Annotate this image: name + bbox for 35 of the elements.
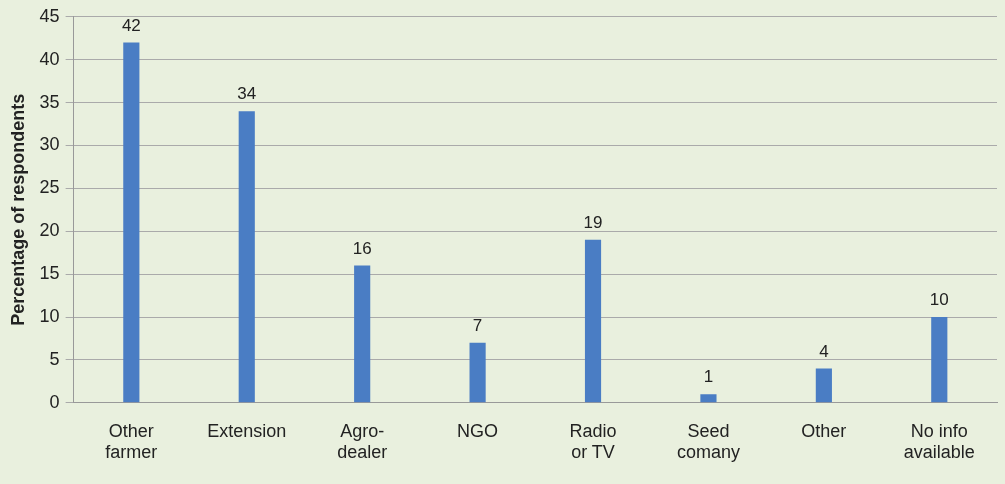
- y-tick-label: 35: [39, 91, 60, 112]
- x-tick-label: Seed comany: [676, 420, 740, 463]
- bar: [123, 42, 140, 403]
- x-tick-label: Extension: [207, 420, 287, 441]
- bar: [469, 342, 486, 403]
- y-tick-label: 40: [39, 48, 60, 69]
- y-tick-label: 45: [39, 5, 60, 26]
- y-tick-label: 0: [49, 391, 60, 412]
- x-tick-label: No info available: [903, 420, 975, 463]
- bar: [584, 239, 602, 403]
- data-label: 4: [819, 341, 829, 361]
- data-label: 34: [237, 84, 257, 104]
- y-tick-label: 25: [39, 177, 60, 198]
- bar: [238, 111, 255, 403]
- data-label: 42: [121, 15, 141, 35]
- bar: [931, 317, 948, 403]
- data-label: 7: [472, 315, 483, 335]
- data-label: 19: [583, 213, 603, 233]
- x-tick-label: NGO: [457, 420, 499, 441]
- data-label: 10: [929, 290, 949, 310]
- data-label: 1: [703, 367, 714, 387]
- y-axis-title: Percentage of respondents: [7, 93, 28, 326]
- bar: [815, 368, 832, 403]
- bar: [354, 265, 371, 403]
- bar: [700, 394, 717, 403]
- x-tick-label: Radio or TV: [569, 420, 617, 463]
- y-tick-label: 10: [39, 305, 60, 326]
- y-tick-label: 5: [49, 348, 60, 369]
- x-tick-label: Other farmer: [105, 420, 158, 463]
- data-label: 16: [352, 238, 372, 258]
- y-tick-label: 30: [39, 134, 60, 155]
- y-tick-label: 15: [39, 263, 60, 284]
- x-tick-label: Agro- dealer: [337, 420, 388, 463]
- x-tick-label: Other: [801, 420, 847, 441]
- y-tick-label: 20: [39, 220, 60, 241]
